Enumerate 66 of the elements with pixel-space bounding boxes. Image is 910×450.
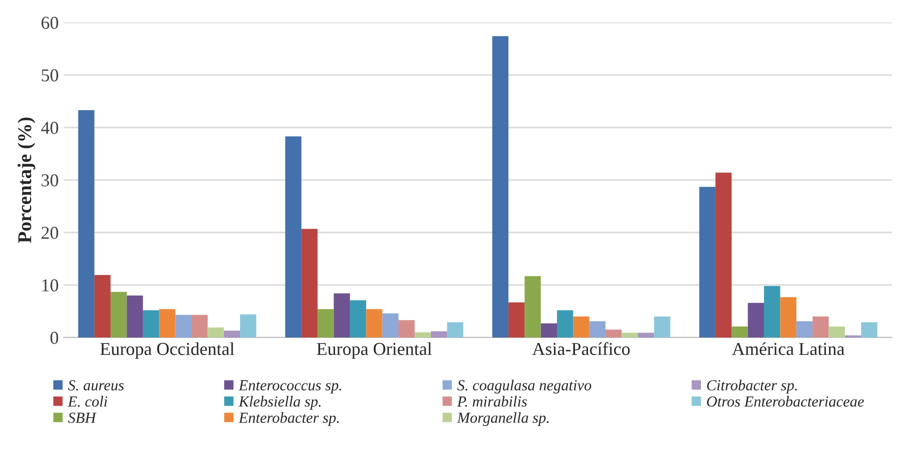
bar	[285, 136, 302, 338]
bar	[715, 172, 732, 338]
bar	[208, 328, 224, 338]
bar	[606, 330, 622, 338]
y-tick-label: 20	[42, 226, 58, 239]
bar	[430, 331, 448, 338]
y-axis-title: Porcentaje (%)	[18, 118, 36, 243]
bar	[556, 310, 574, 338]
legend-label: Enterococcus sp.	[238, 380, 342, 394]
legend-label: E. coli	[68, 396, 108, 407]
y-tick-label: 10	[42, 279, 58, 292]
legend-label: Klebsiella sp.	[238, 396, 321, 410]
bar	[159, 309, 176, 338]
bar	[861, 322, 878, 338]
legend-label: Citrobacter sp.	[707, 380, 797, 394]
bar	[126, 296, 143, 338]
legend-label: SBH	[68, 412, 97, 423]
bar	[398, 320, 415, 338]
legend-label: S. aureus	[68, 380, 124, 391]
bar	[780, 297, 796, 338]
bar	[828, 326, 845, 338]
bar	[240, 314, 256, 338]
bar	[191, 314, 208, 338]
bar	[699, 186, 716, 338]
bar	[796, 321, 813, 338]
bar	[622, 332, 638, 338]
bar	[589, 321, 606, 338]
bar	[812, 316, 829, 338]
bar	[142, 310, 160, 338]
bar	[447, 322, 464, 338]
y-tick-label: 50	[42, 69, 58, 82]
bar	[508, 302, 525, 338]
bar	[366, 309, 382, 338]
legend-label: P. mirabilis	[457, 396, 527, 407]
bar	[224, 330, 240, 338]
bar	[301, 228, 318, 338]
bar	[540, 323, 557, 338]
bar	[748, 302, 764, 338]
bar	[524, 276, 541, 338]
x-tick-label: Asia-Pacífico	[532, 342, 630, 356]
bar	[638, 332, 654, 338]
y-tick-label: 30	[42, 174, 58, 186]
bar	[414, 332, 431, 338]
bar	[78, 110, 94, 338]
legend-label: Morganella sp.	[456, 412, 549, 426]
bar	[334, 293, 350, 338]
x-tick-label: América Latina	[732, 342, 844, 356]
x-tick-label: Europa Occidental	[100, 342, 234, 359]
bar	[318, 309, 334, 338]
legend-label: Enterobacter sp.	[238, 412, 339, 426]
x-tick-label: Europa Oriental	[316, 342, 432, 359]
legend-label: S. coagulasa negativo	[457, 380, 592, 394]
bar	[732, 326, 748, 338]
bar	[492, 36, 508, 338]
bar	[110, 292, 127, 338]
bar	[764, 286, 780, 338]
y-tick-label: 40	[41, 122, 58, 134]
bar	[654, 316, 670, 338]
bar	[175, 314, 192, 338]
y-tick-label: 60	[42, 16, 58, 29]
y-tick-label: 0	[50, 332, 58, 344]
legend-label: Otros Enterobacteriaceae	[707, 396, 864, 407]
bar	[350, 300, 366, 338]
bar	[573, 316, 590, 338]
bar	[94, 275, 111, 338]
bar	[382, 313, 399, 338]
